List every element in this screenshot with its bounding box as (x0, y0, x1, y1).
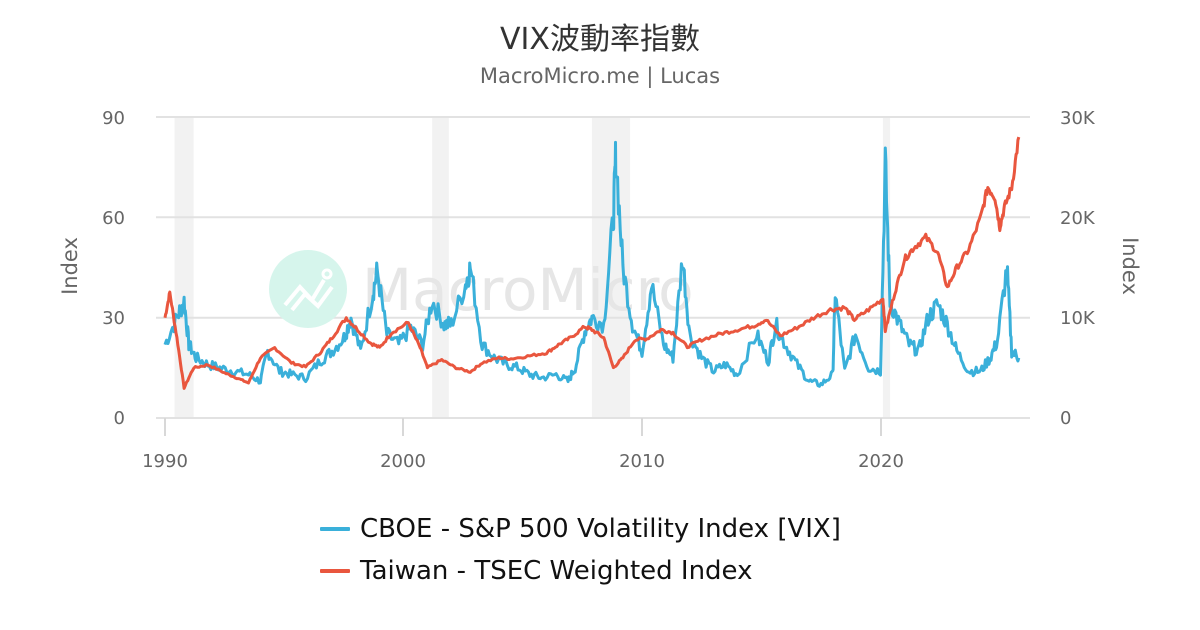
x-axis (164, 418, 882, 436)
legend-label: CBOE - S&P 500 Volatility Index [VIX] (360, 514, 841, 544)
y-right-axis-title: Index (1118, 237, 1142, 295)
legend-swatch-tsec (320, 569, 350, 573)
chart-area: MacroMicro 1990 2000 2010 2020 0 30 60 9… (58, 108, 1142, 472)
x-tick-2000: 2000 (380, 451, 426, 472)
legend-item-vix[interactable]: CBOE - S&P 500 Volatility Index [VIX] (320, 508, 841, 550)
y-left-tick-30: 30 (102, 308, 125, 329)
series-line-tsec (163, 136, 1021, 390)
legend-item-tsec[interactable]: Taiwan - TSEC Weighted Index (320, 550, 841, 592)
x-tick-2010: 2010 (619, 451, 665, 472)
watermark: MacroMicro (269, 250, 694, 328)
shaded-band (432, 117, 449, 418)
legend: CBOE - S&P 500 Volatility Index [VIX] Ta… (320, 508, 841, 592)
legend-label: Taiwan - TSEC Weighted Index (360, 556, 753, 586)
y-right-tick-20k: 20K (1060, 208, 1096, 229)
y-left-tick-90: 90 (102, 108, 125, 129)
x-tick-1990: 1990 (142, 451, 188, 472)
y-right-tick-0: 0 (1060, 408, 1071, 429)
chart-title: VIX波動率指數 (500, 22, 700, 57)
chart-subtitle: MacroMicro.me | Lucas (479, 64, 721, 88)
shaded-band (882, 117, 891, 418)
y-left-tick-60: 60 (102, 208, 125, 229)
y-right-tick-30k: 30K (1060, 108, 1096, 129)
legend-swatch-vix (320, 527, 350, 531)
y-left-axis-title: Index (58, 237, 82, 295)
watermark-text: MacroMicro (362, 256, 694, 324)
x-tick-2020: 2020 (858, 451, 904, 472)
watermark-logo-icon (269, 250, 347, 328)
y-right-tick-10k: 10K (1060, 308, 1096, 329)
y-left-tick-0: 0 (114, 408, 125, 429)
